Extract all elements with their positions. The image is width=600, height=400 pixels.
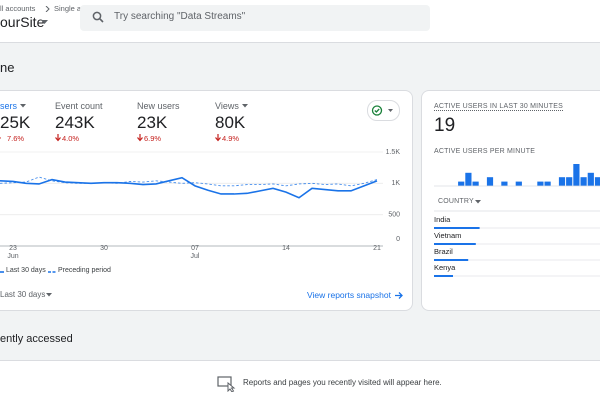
minute-bar <box>594 177 600 186</box>
minute-bar <box>472 181 479 186</box>
recent-icon <box>217 376 236 392</box>
x-tick-label: 23 Jun <box>7 245 19 260</box>
arrow-icon[interactable] <box>395 291 404 300</box>
y-tick-label: 500 <box>388 212 400 219</box>
minute-bar <box>573 164 580 186</box>
search-placeholder: Try searching "Data Streams" <box>114 11 246 22</box>
country-name[interactable]: India <box>434 215 451 224</box>
per-minute-title: ACTIVE USERS PER MINUTE <box>434 148 536 155</box>
overview-chart: 1.5K 1K 500 0 <box>0 149 401 247</box>
x-tick-label: 30 <box>100 245 108 252</box>
recent-title: ently accessed <box>0 333 73 345</box>
y-tick-label: 1K <box>391 180 400 187</box>
country-bar <box>434 275 453 277</box>
date-range-dropdown[interactable] <box>46 293 52 297</box>
metric-dropdown[interactable] <box>242 104 250 112</box>
current-line <box>0 176 378 199</box>
minute-bar <box>558 177 566 186</box>
country-name[interactable]: Brazil <box>434 247 453 256</box>
search-box[interactable] <box>80 5 430 31</box>
check-icon <box>371 105 393 116</box>
minute-bar <box>458 181 465 186</box>
metric-label[interactable]: Views <box>215 101 239 111</box>
metric-value: 23K <box>137 113 168 132</box>
snapshot-link[interactable]: View reports snapshot <box>307 290 391 300</box>
metric-change: 4.0% <box>62 134 80 143</box>
minute-bar <box>486 177 494 186</box>
country-bar <box>434 243 476 245</box>
minute-bar <box>501 181 508 186</box>
date-range[interactable]: Last 30 days <box>0 290 46 299</box>
breadcrumb-stream[interactable]: Single apk <box>54 4 90 13</box>
minute-bar <box>537 181 544 186</box>
breadcrumb-chevron <box>45 6 50 12</box>
comparison-button[interactable] <box>367 100 400 121</box>
metric-value: 80K <box>215 113 246 132</box>
metric-dropdown[interactable] <box>20 104 28 112</box>
recent-empty-message: Reports and pages you recently visited w… <box>243 378 442 387</box>
down-arrow <box>0 137 1 140</box>
top-bar: ll accounts Single apk ourSite Try searc… <box>0 0 600 43</box>
country-bar <box>434 227 480 229</box>
legend-label: Preceding period <box>58 267 111 274</box>
realtime-title: ACTIVE USERS IN LAST 30 MINUTES <box>434 103 563 111</box>
legend-swatch <box>0 271 4 273</box>
property-name[interactable]: ourSite <box>0 14 45 30</box>
minute-bar <box>566 177 573 186</box>
down-arrow <box>215 134 221 142</box>
realtime-card <box>421 90 600 311</box>
down-arrow <box>137 134 143 142</box>
overview-card <box>0 90 413 311</box>
minute-bar <box>465 172 472 186</box>
country-bar <box>434 259 469 261</box>
minute-bar <box>580 177 587 186</box>
metric-label[interactable]: New users <box>137 101 180 111</box>
metric-label[interactable]: sers <box>0 101 18 111</box>
x-tick-label: 07 Jul <box>190 245 200 260</box>
metric-value: 25K <box>0 113 31 132</box>
minute-bar <box>587 172 594 186</box>
realtime-graphics <box>434 164 600 277</box>
country-name[interactable]: Kenya <box>434 263 456 272</box>
minute-bar <box>515 181 522 186</box>
recent-panel <box>0 360 600 400</box>
down-arrow <box>55 134 61 142</box>
breadcrumb-account[interactable]: ll accounts <box>0 4 36 13</box>
property-dropdown[interactable] <box>41 20 48 25</box>
realtime-value: 19 <box>434 115 456 136</box>
legend-swatch <box>48 271 56 273</box>
country-header[interactable]: COUNTRY <box>438 198 474 205</box>
minute-bar <box>544 181 551 186</box>
country-name[interactable]: Vietnam <box>434 231 462 240</box>
y-tick-label: 0 <box>396 236 400 243</box>
metric-change: 4.9% <box>222 134 240 143</box>
x-tick-label: 21 <box>373 245 381 252</box>
legend-label: Last 30 days <box>6 267 46 274</box>
y-tick-label: 1.5K <box>386 149 401 156</box>
metric-label[interactable]: Event count <box>55 101 103 111</box>
country-dropdown[interactable] <box>475 200 481 204</box>
page-title: ne <box>0 60 15 75</box>
metric-value: 243K <box>55 113 95 132</box>
metric-change: 6.9% <box>144 134 162 143</box>
x-tick-label: 14 <box>282 245 290 252</box>
metric-change: 7.6% <box>7 134 25 143</box>
search-icon <box>92 11 104 23</box>
